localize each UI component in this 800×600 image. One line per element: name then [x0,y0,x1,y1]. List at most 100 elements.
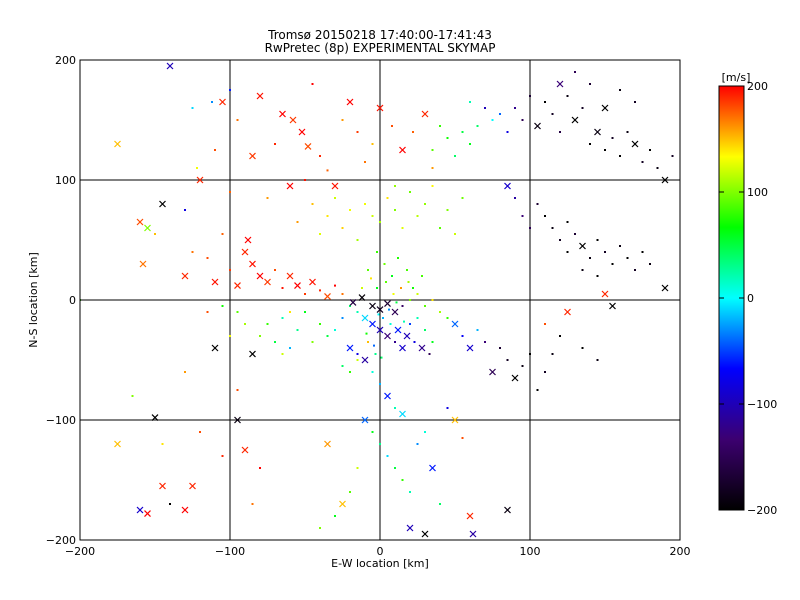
data-point-dot [289,311,291,313]
data-point-dot [367,341,369,343]
colorbar-tick-label: −200 [747,504,777,517]
data-point-dot [367,269,369,271]
data-point-dot [319,233,321,235]
data-point-dot [626,131,629,133]
data-point-dot [229,335,231,337]
data-point-x [571,116,579,124]
data-point-dot [439,503,441,505]
data-point-dot [514,107,516,109]
data-point-dot [596,359,599,361]
data-point-x [114,140,121,148]
data-point-dot [431,149,434,151]
data-point-x [466,344,474,352]
data-point-dot [274,143,276,145]
data-point-dot [356,467,359,469]
data-point-dot [424,305,426,307]
data-point-dot [304,293,306,295]
data-point-dot [206,257,209,259]
data-point-dot [221,305,224,307]
data-point-dot [169,503,171,505]
data-point-dot [649,263,651,265]
data-point-dot [431,341,434,343]
x-tick-label: 100 [520,545,541,558]
data-point-dot [374,353,377,355]
data-point-dot [536,203,539,205]
x-tick-label: 0 [377,545,384,558]
data-point-dot [581,107,584,109]
data-point-x [244,236,252,244]
data-point-dot [484,341,486,343]
data-point-dot [341,293,344,295]
data-point-x [144,510,151,518]
data-point-dot [461,197,464,199]
data-point-dot [514,197,516,199]
data-point-dot [409,491,411,493]
data-point-dot [184,209,186,211]
data-point-dot [461,131,464,133]
data-point-x [286,182,294,190]
data-point-x [451,320,459,328]
data-point-dot [424,203,426,205]
data-point-dot [373,344,375,347]
data-point-dot [349,491,351,493]
grid-lines [80,60,680,540]
data-point-dot [401,479,404,481]
data-point-x [384,300,391,308]
data-point-dot [521,119,524,121]
data-point-dot [544,323,546,325]
data-point-x [304,142,312,150]
data-point-dot [409,191,411,193]
data-point-x [361,314,369,322]
data-point-dot [484,107,486,109]
data-point-x [181,506,189,514]
data-point-dot [604,149,606,151]
data-point-dot [244,323,246,325]
data-point-dot [281,287,284,289]
x-tick-label: −200 [65,545,95,558]
data-point-dot [386,197,389,199]
data-point-dot [574,71,576,73]
y-tick-label: 100 [55,174,76,187]
data-point-dot [421,275,423,277]
data-point-dot [229,269,231,271]
data-point-dot [416,443,419,445]
data-point-x [189,482,196,490]
data-point-dot [319,527,321,529]
data-point-dot [296,329,299,331]
data-point-dot [416,293,419,295]
data-point-dot [454,233,456,235]
data-point-x [399,146,406,154]
data-point-dot [551,227,554,229]
data-point-dot [206,311,209,313]
data-point-dot [274,341,276,343]
data-point-dot [304,311,306,313]
data-point-dot [413,341,416,343]
data-point-x [298,128,306,136]
data-point-dot [341,227,344,229]
data-point-dot [536,389,539,391]
data-point-dot [626,257,629,259]
data-point-dot [424,329,426,331]
data-point-x [469,530,477,538]
data-point-dot [634,101,636,103]
data-point-x [601,104,609,112]
data-point-dot [424,431,426,433]
data-point-dot [391,275,393,277]
data-point-x [331,182,339,190]
data-point-dot [289,347,291,349]
data-point-dot [461,335,464,337]
data-point-x [249,152,256,160]
data-point-x [144,224,151,232]
data-point-dot [196,167,198,169]
data-point-x [324,440,331,448]
data-point-x [346,344,354,352]
data-point-dot [521,365,524,367]
data-point-dot [506,131,509,133]
data-point-dot [409,299,411,301]
data-point-dot [371,215,374,217]
data-point-x [139,260,147,268]
data-point-dot [349,209,351,211]
data-point-dot [388,308,390,311]
data-point-dot [392,293,395,295]
